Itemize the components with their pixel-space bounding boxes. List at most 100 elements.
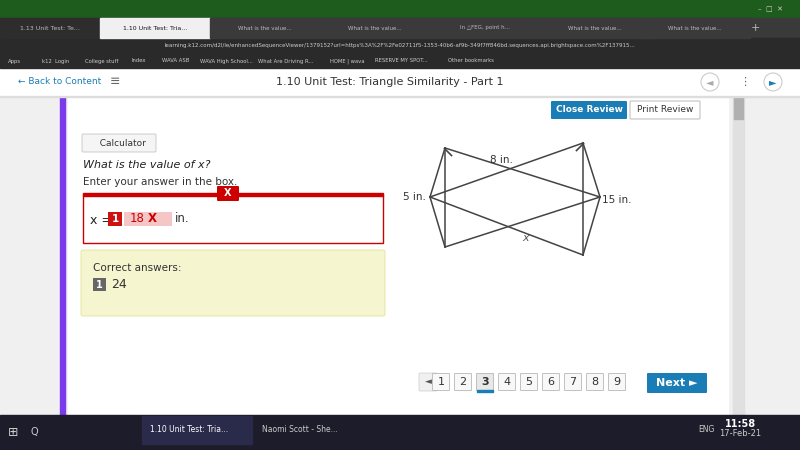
Text: 3: 3 (481, 377, 489, 387)
Text: ►: ► (770, 77, 777, 87)
Bar (0, 54, 800, 68)
FancyBboxPatch shape (477, 374, 494, 391)
Text: Apps: Apps (8, 58, 21, 63)
Bar (0, 18, 100, 38)
Bar (83, 193, 383, 195)
Bar (68, 97, 728, 415)
Text: x: x (522, 233, 530, 243)
FancyBboxPatch shape (454, 374, 471, 391)
Text: What Are Driving R...: What Are Driving R... (258, 58, 314, 63)
Text: 17-Feb-21: 17-Feb-21 (719, 429, 761, 438)
Text: 1.10 Unit Test: Triangle Similarity - Part 1: 1.10 Unit Test: Triangle Similarity - Pa… (276, 77, 504, 87)
Text: 5: 5 (526, 377, 533, 387)
Text: 1: 1 (438, 377, 445, 387)
Bar (100, 18, 210, 38)
FancyBboxPatch shape (82, 134, 156, 152)
Text: Next ►: Next ► (656, 378, 698, 387)
Text: 8 in.: 8 in. (490, 155, 513, 165)
Text: Enter your answer in the box.: Enter your answer in the box. (83, 177, 238, 187)
Text: 8: 8 (591, 377, 598, 387)
Text: X: X (224, 189, 232, 198)
Bar (0, 18, 800, 38)
FancyBboxPatch shape (108, 212, 122, 226)
Text: In △FEG, point h...: In △FEG, point h... (460, 26, 510, 31)
Text: RESERVE MY SPOT...: RESERVE MY SPOT... (375, 58, 428, 63)
Bar (60, 97, 65, 415)
Text: Naomi Scott - She...: Naomi Scott - She... (262, 426, 338, 435)
Bar (733, 97, 744, 417)
Text: What is the value...: What is the value... (348, 26, 402, 31)
Bar (254, 416, 364, 444)
Text: ◄: ◄ (425, 378, 431, 387)
FancyBboxPatch shape (498, 374, 515, 391)
Text: learning.k12.com/d2l/le/enhancedSequenceViewer/1379152?url=https%3A%2F%2Fe02711f: learning.k12.com/d2l/le/enhancedSequence… (165, 44, 635, 49)
Text: 1.10 Unit Test: Tria...: 1.10 Unit Test: Tria... (123, 26, 187, 31)
Text: Q: Q (30, 427, 38, 437)
Text: 18: 18 (130, 212, 145, 225)
FancyBboxPatch shape (551, 101, 627, 119)
Text: Close Review: Close Review (555, 105, 622, 114)
Text: HOME | wava: HOME | wava (330, 58, 365, 64)
Text: 6: 6 (547, 377, 554, 387)
Bar (0, 38, 800, 54)
Text: Print Review: Print Review (637, 105, 693, 114)
Text: 2: 2 (459, 377, 466, 387)
FancyBboxPatch shape (542, 374, 559, 391)
Text: ← Back to Content: ← Back to Content (18, 77, 102, 86)
Text: Correct answers:: Correct answers: (93, 263, 182, 273)
Text: WAVA ASB: WAVA ASB (162, 58, 190, 63)
Bar (477, 390, 493, 392)
FancyBboxPatch shape (433, 374, 450, 391)
Text: What is the value of x?: What is the value of x? (83, 160, 210, 170)
Bar (540, 18, 650, 38)
Text: 5 in.: 5 in. (403, 192, 426, 202)
Text: 15 in.: 15 in. (602, 195, 631, 205)
Bar (142, 416, 252, 444)
Text: Index: Index (132, 58, 146, 63)
Text: What is the value...: What is the value... (568, 26, 622, 31)
Text: 4: 4 (503, 377, 510, 387)
Text: 1: 1 (96, 279, 103, 289)
Text: 24: 24 (111, 278, 126, 291)
Bar (320, 18, 430, 38)
Text: –  □  ✕: – □ ✕ (758, 6, 782, 12)
Bar (430, 18, 540, 38)
Bar (0, 68, 800, 96)
Bar (0, 0, 800, 18)
Text: 1: 1 (111, 214, 118, 224)
Text: What is the value...: What is the value... (238, 26, 292, 31)
Text: Other bookmarks: Other bookmarks (448, 58, 494, 63)
FancyBboxPatch shape (565, 374, 582, 391)
Text: k12  Login: k12 Login (42, 58, 70, 63)
FancyBboxPatch shape (217, 186, 239, 201)
FancyBboxPatch shape (586, 374, 603, 391)
Text: +: + (750, 23, 760, 33)
Text: What is the value...: What is the value... (668, 26, 722, 31)
Text: Calculator: Calculator (94, 139, 146, 148)
Text: WAVA High School...: WAVA High School... (200, 58, 253, 63)
Bar (0, 96, 800, 97)
Text: College stuff: College stuff (85, 58, 118, 63)
FancyBboxPatch shape (609, 374, 626, 391)
Text: ⋮: ⋮ (739, 77, 750, 87)
Bar (734, 97, 743, 119)
Bar (0, 97, 800, 417)
Bar (0, 415, 800, 450)
Text: 11:58: 11:58 (725, 419, 755, 429)
Text: x =: x = (90, 213, 112, 226)
Text: 7: 7 (570, 377, 577, 387)
Bar (640, 18, 750, 38)
Text: ≡: ≡ (110, 76, 121, 89)
FancyBboxPatch shape (93, 278, 106, 291)
Text: 1.13 Unit Test: Te...: 1.13 Unit Test: Te... (20, 26, 80, 31)
FancyBboxPatch shape (630, 101, 700, 119)
FancyBboxPatch shape (83, 195, 383, 243)
Text: ⊞: ⊞ (8, 426, 18, 438)
FancyBboxPatch shape (521, 374, 538, 391)
FancyBboxPatch shape (81, 250, 385, 316)
Text: 1.10 Unit Test: Tria...: 1.10 Unit Test: Tria... (150, 426, 228, 435)
Text: ◄: ◄ (706, 77, 714, 87)
FancyBboxPatch shape (419, 373, 437, 391)
Text: ENG: ENG (698, 426, 714, 435)
Text: 9: 9 (614, 377, 621, 387)
